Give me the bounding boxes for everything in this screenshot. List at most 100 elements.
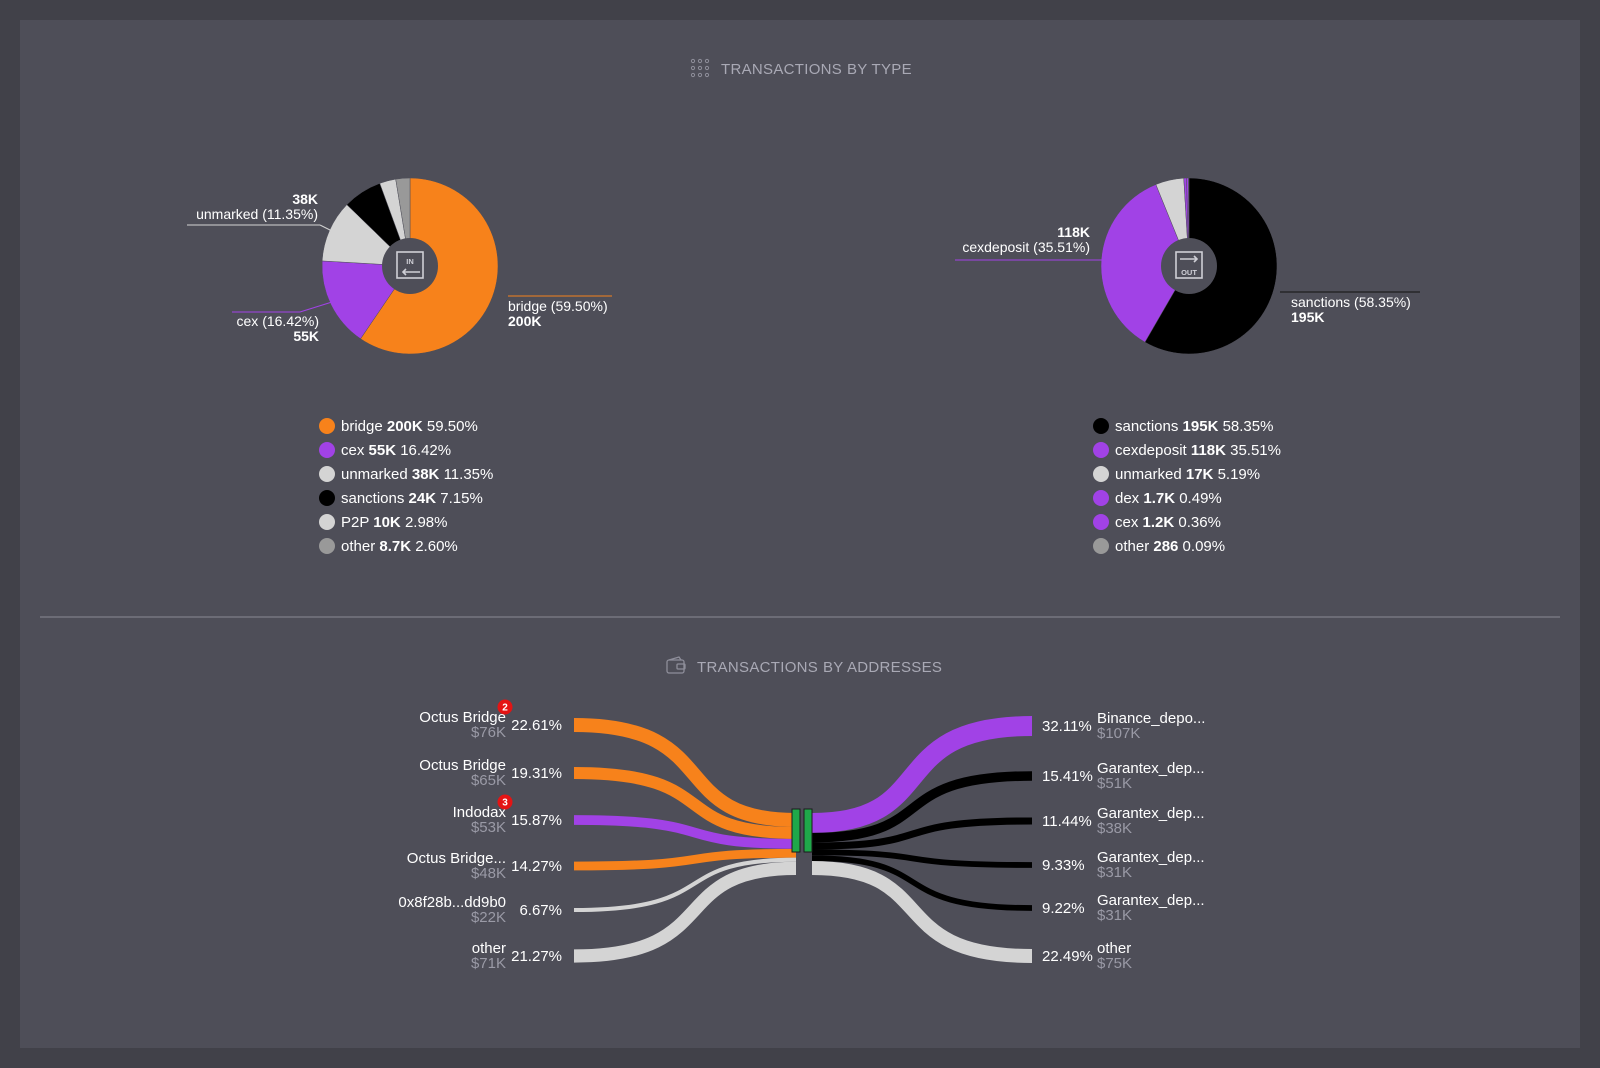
legend-item[interactable]: cex 55K 16.42% [319,442,451,459]
target-address-value: $51K [1097,775,1132,792]
sankey-source-node[interactable]: 0x8f28b...dd9b0$22K 6.67% [398,894,562,926]
source-address-name: Octus Bridge [419,709,506,726]
sankey-source-flow[interactable] [573,718,797,827]
source-address-value: $71K [471,955,506,972]
legend-item[interactable]: P2P 10K 2.98% [319,514,447,531]
sankey-target-node[interactable]: 32.11% Binance_depo...$107K [1042,710,1205,742]
bridge-callout-value: 200K [508,313,541,329]
source-address-value: $76K [471,724,506,741]
legend-label: cexdeposit 118K 35.51% [1115,442,1281,459]
legend-label: bridge 200K 59.50% [341,418,478,435]
legend-item[interactable]: cex 1.2K 0.36% [1093,514,1221,531]
legend-item[interactable]: sanctions 24K 7.15% [319,490,483,507]
by-addresses-section-title: TRANSACTIONS BY ADDRESSES [666,656,942,676]
legend-item[interactable]: unmarked 17K 5.19% [1093,466,1260,483]
out-center-badge: OUT [1161,238,1217,294]
target-address-name: other [1097,940,1131,957]
sankey-source-flow[interactable] [573,767,797,839]
legend-item[interactable]: cexdeposit 118K 35.51% [1093,442,1281,459]
target-address-name: Binance_depo... [1097,710,1205,727]
legend-item[interactable]: other 8.7K 2.60% [319,538,458,555]
legend-item[interactable]: sanctions 195K 58.35% [1093,418,1273,435]
sankey-source-node[interactable]: Octus Bridge$65K 19.31% [419,757,562,789]
source-address-value: $48K [471,865,506,882]
sankey-target-flow[interactable] [811,855,1033,911]
legend-label: cex 1.2K 0.36% [1115,514,1221,531]
target-address-value: $107K [1097,725,1140,742]
sankey-target-flow[interactable] [811,861,1033,963]
sankey-source-flow[interactable] [573,848,797,871]
sankey-target-node[interactable]: 22.49% other$75K [1042,940,1132,972]
source-address-value: $53K [471,819,506,836]
legend-swatch [1093,418,1109,434]
legend-swatch [319,538,335,554]
sankey-target-node[interactable]: 9.33% Garantex_dep...$31K [1042,849,1205,881]
legend-out: sanctions 195K 58.35% cexdeposit 118K 35.… [1093,418,1281,555]
cex-callout-value: 55K [293,328,319,344]
target-address-value: $31K [1097,864,1132,881]
sankey-target-node[interactable]: 9.22% Garantex_dep...$31K [1042,892,1205,924]
in-callouts: bridge (59.50%) 200K cex (16.42%) 55K 38… [187,191,612,344]
legend-item[interactable]: unmarked 38K 11.35% [319,466,493,483]
legend-swatch [319,466,335,482]
legend-swatch [1093,538,1109,554]
legend-item[interactable]: bridge 200K 59.50% [319,418,478,435]
target-address-name: Garantex_dep... [1097,849,1205,866]
sankey-hub-in-bar [791,808,801,853]
sankey-source-node[interactable]: Octus Bridge...$48K 14.27% [407,850,562,882]
target-address-percent: 32.11% [1042,718,1092,735]
legend-label: sanctions 195K 58.35% [1115,418,1273,435]
sankey-source-flow[interactable] [573,857,797,913]
bridge-callout-label: bridge (59.50%) [508,298,608,314]
sanctions-callout-value: 195K [1291,309,1324,325]
legend-swatch [319,490,335,506]
legend-label: sanctions 24K 7.15% [341,490,483,507]
sankey-source-node[interactable]: Indodax$53K 15.87% 3 [453,794,562,837]
source-address-percent: 15.87% [511,812,562,829]
source-address-percent: 6.67% [519,902,562,919]
sankey-source-node[interactable]: Octus Bridge$76K 22.61%2 [419,699,562,742]
legend-swatch [319,418,335,434]
by-type-title-sub: BY TYPE [847,61,912,78]
legend-swatch [1093,442,1109,458]
legend-label: other 8.7K 2.60% [341,538,458,555]
target-address-name: Garantex_dep... [1097,760,1205,777]
source-address-name: Octus Bridge [419,757,506,774]
out-arrow-icon: OUT [1175,251,1203,279]
source-address-name: Octus Bridge... [407,850,506,867]
source-address-name: 0x8f28b...dd9b0 [398,894,506,911]
legend-in: bridge 200K 59.50% cex 55K 16.42% unmarked… [319,418,493,555]
source-address-name: other [472,940,506,957]
target-address-value: $75K [1097,955,1132,972]
sankey-hub-out-bar [803,808,813,853]
cluster-count-badge[interactable]: 3 [497,794,513,810]
sankey-target-node[interactable]: 15.41% Garantex_dep...$51K [1042,760,1205,792]
source-address-percent: 19.31% [511,765,562,782]
grid-icon [690,58,710,78]
sankey-target-flow[interactable] [811,716,1033,833]
legend-item[interactable]: other 286 0.09% [1093,538,1225,555]
unmarked-callout-value: 38K [292,191,318,207]
sankey-source-flow[interactable] [573,861,797,963]
legend-swatch [1093,466,1109,482]
wallet-icon [666,656,686,674]
target-address-percent: 9.22% [1042,900,1085,917]
sankey-target-node[interactable]: 11.44% Garantex_dep...$38K [1042,805,1205,837]
legend-label: other 286 0.09% [1115,538,1225,555]
sankey-target-flow[interactable] [811,817,1033,850]
target-address-percent: 15.41% [1042,768,1093,785]
cluster-count-badge[interactable]: 2 [497,699,513,715]
sankey-target-flow[interactable] [811,771,1033,843]
in-arrow-icon: IN [396,251,424,279]
source-address-name: Indodax [453,804,507,821]
legend-swatch [319,514,335,530]
sankey-target-flow[interactable] [811,849,1033,868]
legend-swatch [319,442,335,458]
sankey-source-flow[interactable] [573,815,797,849]
legend-label: P2P 10K 2.98% [341,514,447,531]
legend-item[interactable]: dex 1.7K 0.49% [1093,490,1222,507]
cexdeposit-callout-value: 118K [1057,224,1090,240]
target-address-percent: 22.49% [1042,948,1093,965]
sankey-source-node[interactable]: other$71K 21.27% [471,940,562,972]
